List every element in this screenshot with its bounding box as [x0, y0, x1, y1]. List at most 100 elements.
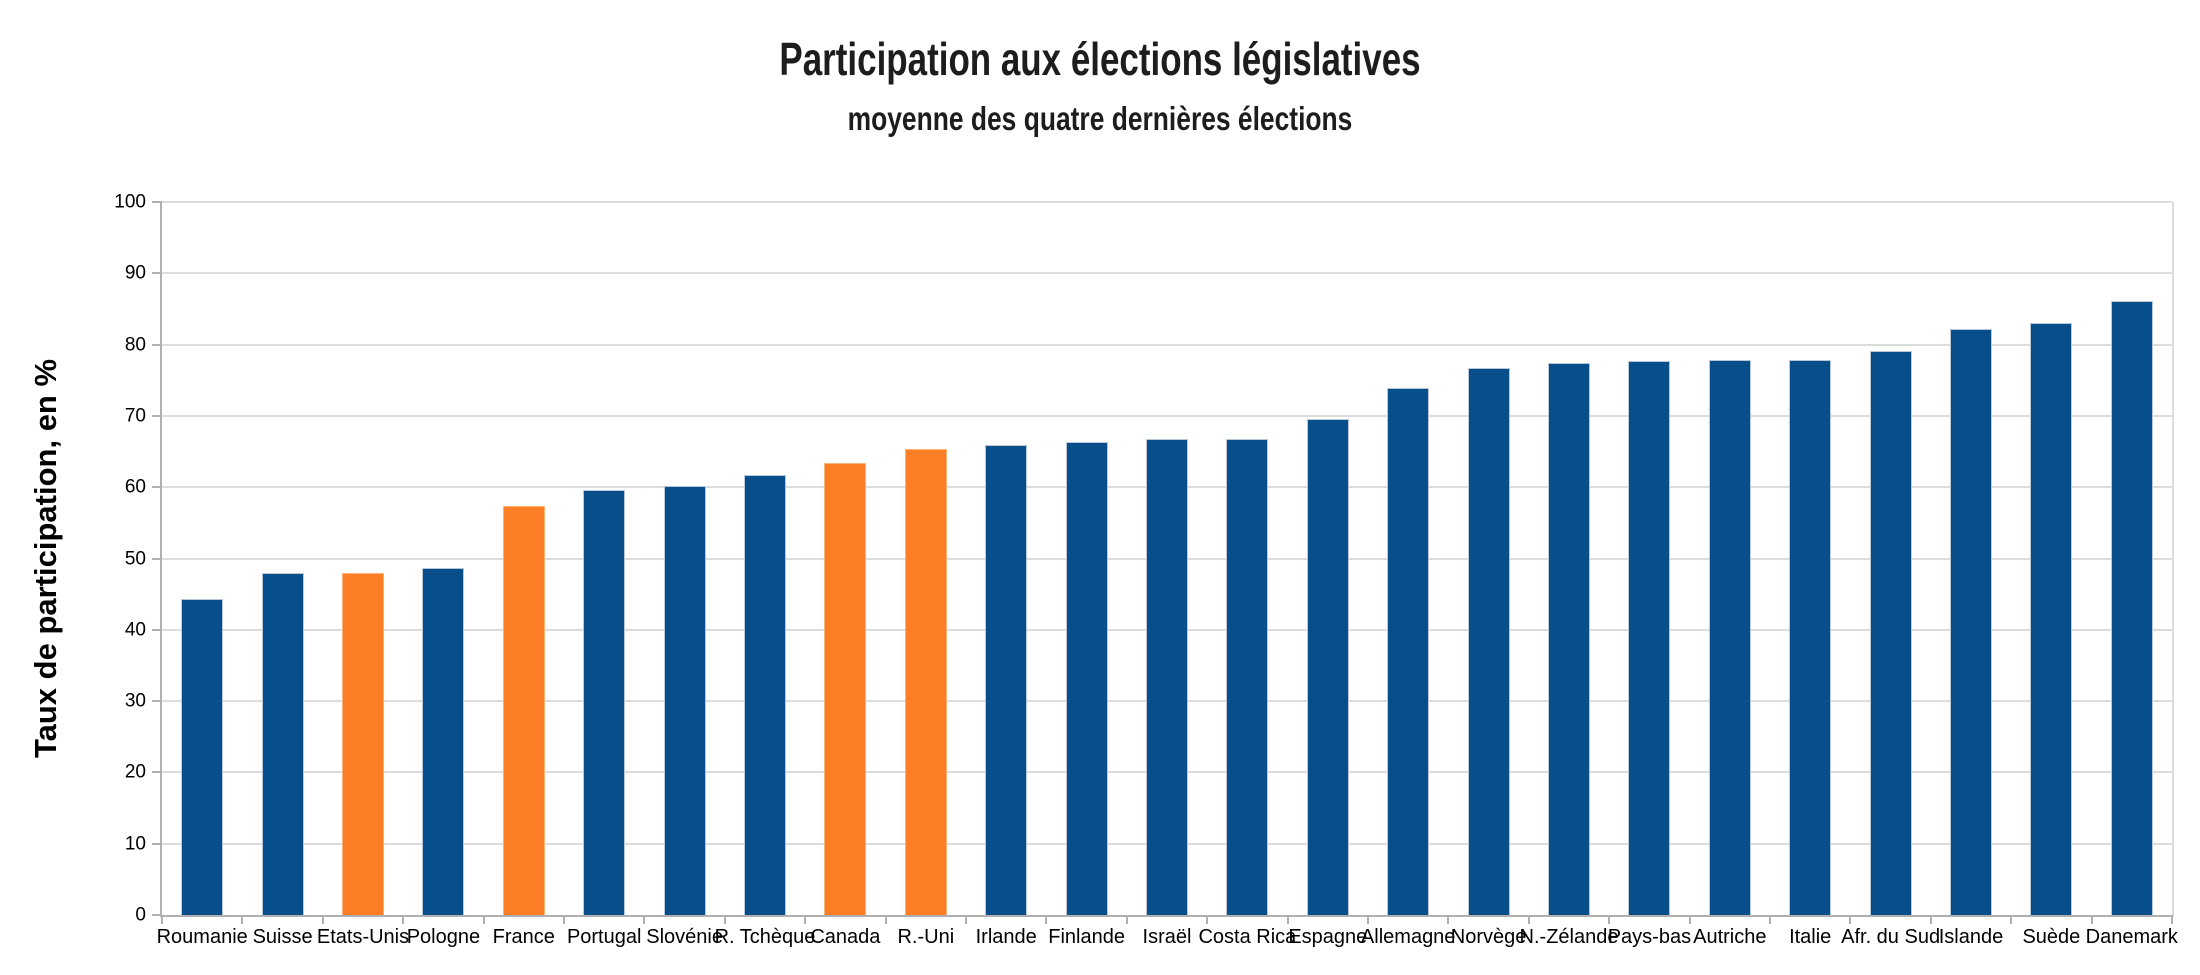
x-axis-tick	[482, 915, 485, 924]
x-axis-label-afr-du-sud: Afr. du Sud	[1841, 926, 1941, 948]
y-tick-label-30: 30	[124, 690, 146, 712]
bar-danemark	[2110, 301, 2153, 915]
x-axis-label-canada: Canada	[810, 926, 881, 948]
bar-portugal	[583, 490, 626, 915]
x-axis-tick	[321, 915, 324, 924]
x-axis-tick	[1367, 915, 1369, 924]
chart-subtitle: moyenne des quatre dernières élections	[847, 100, 1353, 137]
x-axis-tick	[1447, 915, 1450, 924]
x-axis-tick	[1929, 915, 1932, 924]
bar-canada	[824, 462, 867, 915]
bar-roumanie	[181, 599, 224, 915]
x-axis-label-autriche: Autriche	[1693, 926, 1767, 948]
y-tick-label-70: 70	[124, 405, 146, 427]
x-axis-label-pologne: Pologne	[406, 926, 481, 948]
y-tick-label-90: 90	[124, 262, 146, 284]
x-axis-label-su-de: Suède	[2022, 926, 2081, 948]
gridline-80	[162, 343, 2172, 346]
x-axis-label-islande: Islande	[1938, 926, 2004, 948]
x-axis-tick	[1125, 915, 1128, 924]
gridline-90	[162, 272, 2172, 275]
x-axis-label-danemark: Danemark	[2085, 926, 2178, 948]
y-axis-tick-30	[152, 700, 162, 703]
y-axis-tick-90	[152, 272, 162, 275]
bar-afr-du-sud	[1869, 351, 1912, 915]
y-tick-label-40: 40	[124, 619, 146, 641]
x-axis-tick	[2090, 915, 2093, 924]
x-axis-tick	[241, 915, 244, 924]
bar-etats-unis	[342, 573, 384, 915]
y-axis-tick-80	[152, 343, 162, 346]
x-axis-tick	[1045, 915, 1048, 924]
y-axis-tick-70	[152, 414, 162, 417]
bar-suisse	[261, 573, 304, 915]
x-axis-label-allemagne: Allemagne	[1360, 926, 1456, 948]
y-axis-tick-20	[152, 771, 162, 774]
x-axis-label-espagne: Espagne	[1288, 926, 1368, 948]
bar-r-tch-que	[744, 475, 786, 915]
x-axis-tick	[161, 915, 163, 924]
x-axis-tick	[1608, 915, 1611, 924]
y-axis-tick-0	[152, 914, 162, 916]
bar-isra-l	[1146, 438, 1188, 915]
x-axis-tick	[643, 915, 646, 924]
gridline-70	[162, 414, 2172, 417]
x-axis-label-finlande: Finlande	[1048, 926, 1125, 948]
bar-r-uni	[904, 449, 947, 915]
x-axis-tick	[1527, 915, 1530, 924]
x-axis-tick	[884, 915, 887, 924]
x-axis-label-isra-l: Israël	[1142, 926, 1192, 948]
y-axis-tick-40	[152, 628, 162, 631]
x-axis-label-italie: Italie	[1789, 926, 1832, 948]
x-axis-label-n-z-lande: N.-Zélande	[1519, 926, 1619, 948]
gridline-100	[162, 201, 2172, 203]
y-tick-label-100: 100	[114, 191, 146, 213]
bar-allemagne	[1387, 388, 1430, 915]
y-tick-label-20: 20	[124, 761, 146, 783]
bar-n-z-lande	[1548, 363, 1590, 915]
x-axis-label-r-tch-que: R. Tchèque	[714, 926, 816, 948]
x-axis-tick	[402, 915, 405, 924]
bar-irlande	[985, 445, 1028, 915]
x-axis-tick	[965, 915, 967, 924]
x-axis-label-roumanie: Roumanie	[156, 926, 248, 948]
x-axis-tick	[1769, 915, 1771, 924]
x-axis-label-pays-bas: Pays-bas	[1607, 926, 1692, 948]
bar-espagne	[1306, 418, 1349, 915]
bar-norv-ge	[1467, 368, 1510, 915]
x-axis-label-etats-unis: Etats-Unis	[316, 926, 410, 948]
x-axis-label-portugal: Portugal	[566, 926, 642, 948]
x-axis-label-norv-ge: Norvège	[1450, 926, 1527, 948]
bar-su-de	[2030, 323, 2073, 915]
x-axis-label-france: France	[492, 926, 555, 948]
bar-finlande	[1065, 442, 1108, 915]
y-tick-label-50: 50	[124, 548, 146, 569]
x-axis-label-costa-rica: Costa Rica	[1198, 926, 1297, 948]
x-axis-tick	[1849, 915, 1852, 924]
bar-autriche	[1708, 359, 1751, 915]
y-tick-label-60: 60	[124, 476, 146, 498]
x-axis-tick	[2010, 915, 2013, 924]
y-tick-label-0: 0	[135, 904, 146, 926]
x-axis-label-irlande: Irlande	[975, 926, 1037, 948]
bar-pologne	[422, 568, 465, 915]
y-axis-title: Taux de participation, en %	[28, 358, 63, 759]
x-axis-tick	[563, 915, 565, 924]
x-axis-label-r-uni: R.-Uni	[897, 926, 955, 948]
bar-italie	[1789, 359, 1832, 915]
x-axis-tick	[1206, 915, 1209, 924]
x-axis-tick	[804, 915, 807, 924]
chart-title: Participation aux élections législatives	[779, 33, 1421, 85]
bar-islande	[1950, 328, 1992, 915]
y-axis-tick-50	[152, 557, 162, 560]
x-axis-tick	[2171, 915, 2173, 924]
bar-pays-bas	[1628, 361, 1671, 915]
x-axis-label-slov-nie: Slovénie	[646, 926, 723, 948]
bar-france	[502, 506, 545, 915]
y-tick-label-80: 80	[124, 334, 146, 356]
bar-slov-nie	[663, 485, 706, 915]
x-axis-tick	[723, 915, 726, 924]
plot-area: 0 10 20 30 40 50 60 70 80 90 100 Roumanie Suisse Etat…	[114, 193, 2178, 949]
x-axis-tick	[1688, 915, 1691, 924]
